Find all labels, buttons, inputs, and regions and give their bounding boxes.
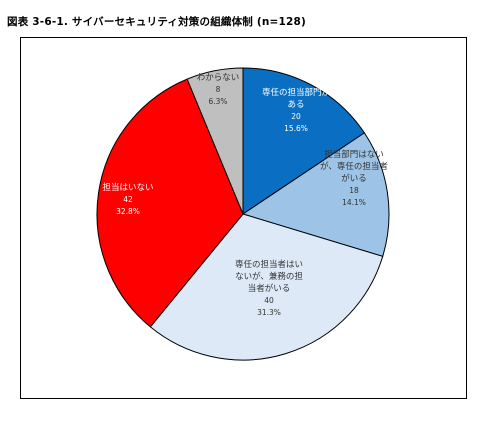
pie-slice-0 [242, 67, 366, 215]
pie-slice-2 [149, 213, 384, 361]
chart-frame [20, 37, 467, 399]
slice-label-1: 担当部門はないが、専任の担当者がいる 18 14.1% [320, 149, 388, 207]
slice-label-text: が、専任の担当者 [320, 161, 388, 172]
slice-label-text: 担当はいない [102, 182, 153, 193]
slice-percent: 15.6% [284, 124, 308, 133]
slice-label-text: わからない [197, 73, 240, 83]
pie-slices [96, 67, 390, 361]
pie-slice-4 [186, 67, 244, 215]
slice-percent: 14.1% [342, 198, 366, 207]
pie-slice-1 [241, 132, 390, 258]
slice-label-text: ないが、兼務の担 [235, 271, 303, 282]
slice-label-text: 当者がいる [248, 283, 291, 294]
slice-value: 8 [216, 85, 221, 94]
slice-value: 20 [291, 112, 301, 121]
slice-value: 18 [349, 186, 359, 195]
slice-percent: 31.3% [257, 308, 281, 317]
chart-title: 図表 3-6-1. サイバーセキュリティ対策の組織体制 (n=128) [7, 16, 307, 28]
slice-value: 40 [264, 296, 274, 305]
slice-label-0: 専任の担当部門がある 20 15.6% [262, 87, 331, 133]
slice-label-text: 担当部門はない [324, 149, 384, 160]
slice-label-text: 専任の担当者はい [235, 259, 303, 270]
slice-label-3: 担当はいない 42 32.8% [102, 182, 153, 216]
slice-label-4: わからない 8 6.3% [197, 73, 240, 106]
slice-label-2: 専任の担当者はいないが、兼務の担当者がいる 40 31.3% [235, 259, 303, 317]
slice-label-text: がいる [341, 173, 367, 184]
slice-label-text: ある [287, 100, 304, 110]
slice-percent: 6.3% [208, 97, 227, 106]
slice-value: 42 [123, 195, 133, 204]
slice-labels: 専任の担当部門がある 20 15.6% 担当部門はないが、専任の担当者がいる 18 14.… [102, 73, 388, 317]
slice-label-text: 専任の担当部門が [262, 87, 331, 98]
pie-slice-3 [96, 78, 244, 328]
slice-percent: 32.8% [116, 207, 140, 216]
